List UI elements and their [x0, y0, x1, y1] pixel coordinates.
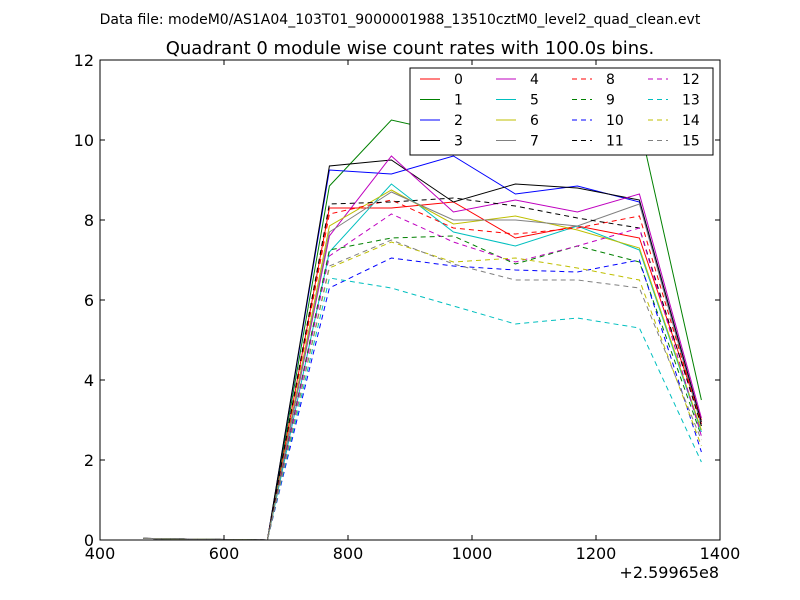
- legend-label-9: 9: [606, 93, 615, 109]
- x-tick-label-1400: 1400: [700, 544, 741, 563]
- legend-label-5: 5: [530, 93, 539, 109]
- y-tick-label-0: 0: [84, 531, 94, 550]
- plot-lines: [143, 119, 702, 541]
- series-line-8: [143, 199, 702, 541]
- chart-title: Quadrant 0 module wise count rates with …: [166, 38, 655, 59]
- legend-label-7: 7: [530, 134, 539, 150]
- legend-label-8: 8: [606, 72, 615, 88]
- legend-label-4: 4: [530, 72, 539, 88]
- legend-label-2: 2: [454, 113, 463, 129]
- legend-label-11: 11: [606, 134, 624, 150]
- chart-suptitle: Data file: modeM0/AS1A04_103T01_90000019…: [100, 12, 701, 28]
- legend-label-1: 1: [454, 93, 463, 109]
- legend-label-0: 0: [454, 72, 463, 88]
- y-tick-label-2: 2: [84, 451, 94, 470]
- legend-label-14: 14: [682, 113, 700, 129]
- series-line-13: [143, 277, 702, 541]
- x-tick-label-600: 600: [209, 544, 240, 563]
- series-line-7: [143, 191, 702, 541]
- series-line-1: [143, 119, 702, 541]
- series-line-6: [143, 189, 702, 541]
- x-tick-label-1200: 1200: [576, 544, 617, 563]
- series-line-0: [143, 201, 702, 541]
- legend-label-15: 15: [682, 134, 700, 150]
- y-tick-label-4: 4: [84, 371, 94, 390]
- y-tick-label-6: 6: [84, 291, 94, 310]
- series-line-12: [143, 213, 702, 541]
- legend-label-6: 6: [530, 113, 539, 129]
- series-line-11: [143, 197, 702, 541]
- y-tick-label-10: 10: [74, 131, 94, 150]
- series-line-3: [143, 159, 702, 541]
- x-tick-label-400: 400: [85, 544, 116, 563]
- series-line-14: [143, 241, 702, 541]
- legend-box: [409, 67, 714, 156]
- series-line-15: [143, 239, 702, 541]
- legend-label-12: 12: [682, 72, 700, 88]
- x-offset-label: +2.59965e8: [619, 563, 719, 582]
- legend-label-13: 13: [682, 93, 700, 109]
- y-tick-label-8: 8: [84, 211, 94, 230]
- x-tick-label-1000: 1000: [452, 544, 493, 563]
- legend-label-3: 3: [454, 134, 463, 150]
- x-tick-label-800: 800: [333, 544, 364, 563]
- legend-label-10: 10: [606, 113, 624, 129]
- series-line-9: [143, 235, 702, 541]
- series-line-10: [143, 257, 702, 541]
- y-tick-label-12: 12: [74, 51, 94, 70]
